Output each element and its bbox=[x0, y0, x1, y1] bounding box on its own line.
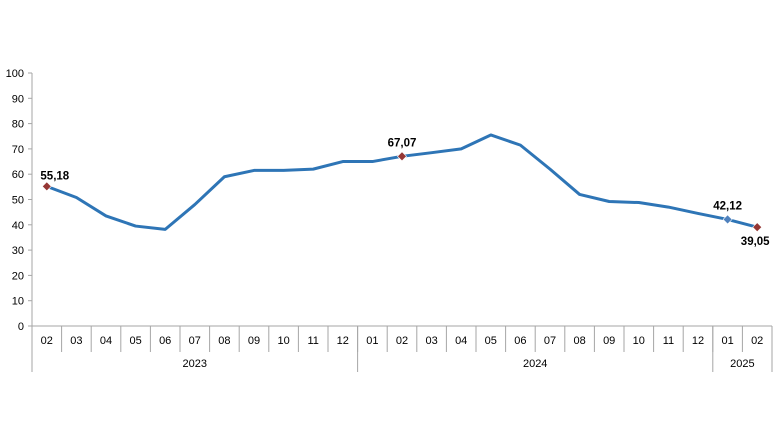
highlight-marker bbox=[41, 181, 52, 192]
y-tick-label: 80 bbox=[12, 119, 24, 131]
x-tick-label: 03 bbox=[425, 335, 437, 347]
year-label: 2025 bbox=[730, 358, 754, 370]
x-tick-label: 02 bbox=[41, 335, 53, 347]
x-tick-label: 07 bbox=[544, 335, 556, 347]
x-tick-label: 04 bbox=[455, 335, 467, 347]
x-tick-label: 09 bbox=[603, 335, 615, 347]
x-tick-label: 07 bbox=[189, 335, 201, 347]
highlight-marker bbox=[397, 151, 407, 162]
year-label: 2023 bbox=[183, 358, 207, 370]
data-labels: 55,18 67,07 42,12 39,05 bbox=[40, 137, 770, 248]
y-tick-label: 40 bbox=[12, 220, 24, 232]
x-tick-label: 01 bbox=[366, 335, 378, 347]
x-tick-label: 11 bbox=[307, 335, 318, 347]
x-tick-label: 10 bbox=[277, 335, 289, 347]
x-tick-label: 08 bbox=[573, 335, 585, 347]
x-tick-label: 12 bbox=[337, 335, 349, 347]
x-tick-label: 05 bbox=[129, 335, 141, 347]
x-tick-label: 03 bbox=[70, 335, 82, 347]
x-tick-label: 11 bbox=[663, 335, 674, 347]
y-axis: 0 10 20 30 40 50 60 70 80 90 100 bbox=[6, 68, 33, 333]
y-tick-label: 30 bbox=[12, 245, 24, 257]
highlight-marker bbox=[722, 214, 733, 225]
x-tick-label: 09 bbox=[248, 335, 260, 347]
y-tick-label: 100 bbox=[6, 68, 24, 80]
x-axis: 02 03 04 05 06 07 08 09 10 11 12 01 02 03 04 05 06 07 08 09… bbox=[31, 325, 773, 372]
x-tick-label: 05 bbox=[485, 335, 497, 347]
series-group bbox=[41, 133, 763, 233]
highlight-marker bbox=[752, 222, 763, 233]
y-tick-label: 0 bbox=[18, 321, 24, 333]
data-label: 39,05 bbox=[741, 236, 770, 248]
y-tick-label: 90 bbox=[12, 93, 24, 105]
y-tick-label: 50 bbox=[12, 195, 24, 207]
data-label: 55,18 bbox=[40, 170, 69, 182]
data-label: 42,12 bbox=[713, 200, 742, 212]
y-tick-label: 70 bbox=[12, 144, 24, 156]
year-label: 2024 bbox=[523, 358, 547, 370]
x-tick-label: 02 bbox=[751, 335, 763, 347]
x-tick-label: 06 bbox=[514, 335, 526, 347]
y-tick-label: 20 bbox=[12, 270, 24, 282]
x-tick-label: 02 bbox=[396, 335, 408, 347]
x-tick-label: 12 bbox=[692, 335, 704, 347]
x-tick-label: 04 bbox=[100, 335, 112, 347]
y-tick-label: 60 bbox=[12, 169, 24, 181]
x-tick-label: 08 bbox=[218, 335, 230, 347]
x-tick-label: 10 bbox=[633, 335, 645, 347]
y-tick-label: 10 bbox=[12, 296, 24, 308]
x-tick-label: 06 bbox=[159, 335, 171, 347]
x-tick-label: 01 bbox=[721, 335, 733, 347]
data-label: 67,07 bbox=[388, 137, 417, 149]
